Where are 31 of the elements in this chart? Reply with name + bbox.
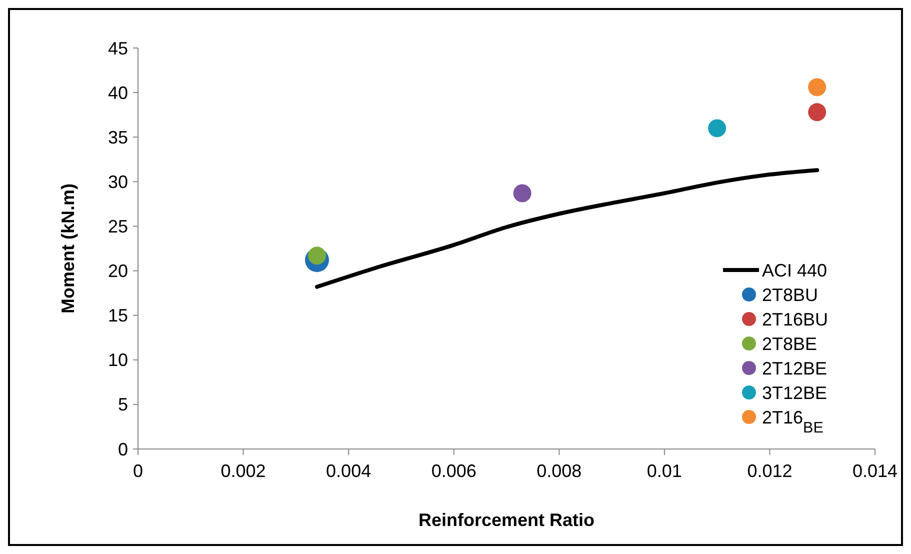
x-tick-label: 0.01 <box>646 461 682 481</box>
legend-label: 2T8BE <box>762 334 818 354</box>
legend-label: 3T12BE <box>762 382 828 403</box>
legend-label: 2T16BU <box>762 309 828 330</box>
x-tick-label: 0.008 <box>536 461 582 481</box>
y-tick-label: 10 <box>108 350 128 370</box>
x-tick-label: 0.014 <box>852 461 898 481</box>
y-tick-label: 5 <box>118 394 128 415</box>
point <box>808 103 826 122</box>
point <box>513 184 532 202</box>
legend-label: 2T16$_{BE}$ <box>762 407 824 436</box>
y-tick-label: 45 <box>108 38 128 58</box>
x-tick-label: 0.006 <box>431 461 476 481</box>
x-tick-label: 0 <box>132 461 144 481</box>
y-tick-label: 15 <box>108 306 128 326</box>
legend-label: ACI 440 <box>762 260 828 280</box>
x-axis-title: Reinforcement Ratio <box>418 510 595 530</box>
y-tick-label: 0 <box>118 439 128 460</box>
point <box>808 78 826 96</box>
y-axis-title: Moment (kN.m) <box>58 183 78 314</box>
legend-label: 2T8BU <box>762 284 818 305</box>
y-tick-label: 20 <box>108 261 128 282</box>
y-tick-label: 25 <box>108 216 128 237</box>
x-tick-label: 0.002 <box>220 461 266 481</box>
x-tick-label: 0.012 <box>747 461 792 481</box>
x-tick-label: 0.004 <box>326 461 372 481</box>
point <box>708 119 726 138</box>
legend-label: 2T12BE <box>762 358 828 378</box>
y-tick-label: 35 <box>108 127 128 148</box>
y-tick-label: 40 <box>108 82 128 103</box>
y-tick-label: 30 <box>108 172 128 192</box>
